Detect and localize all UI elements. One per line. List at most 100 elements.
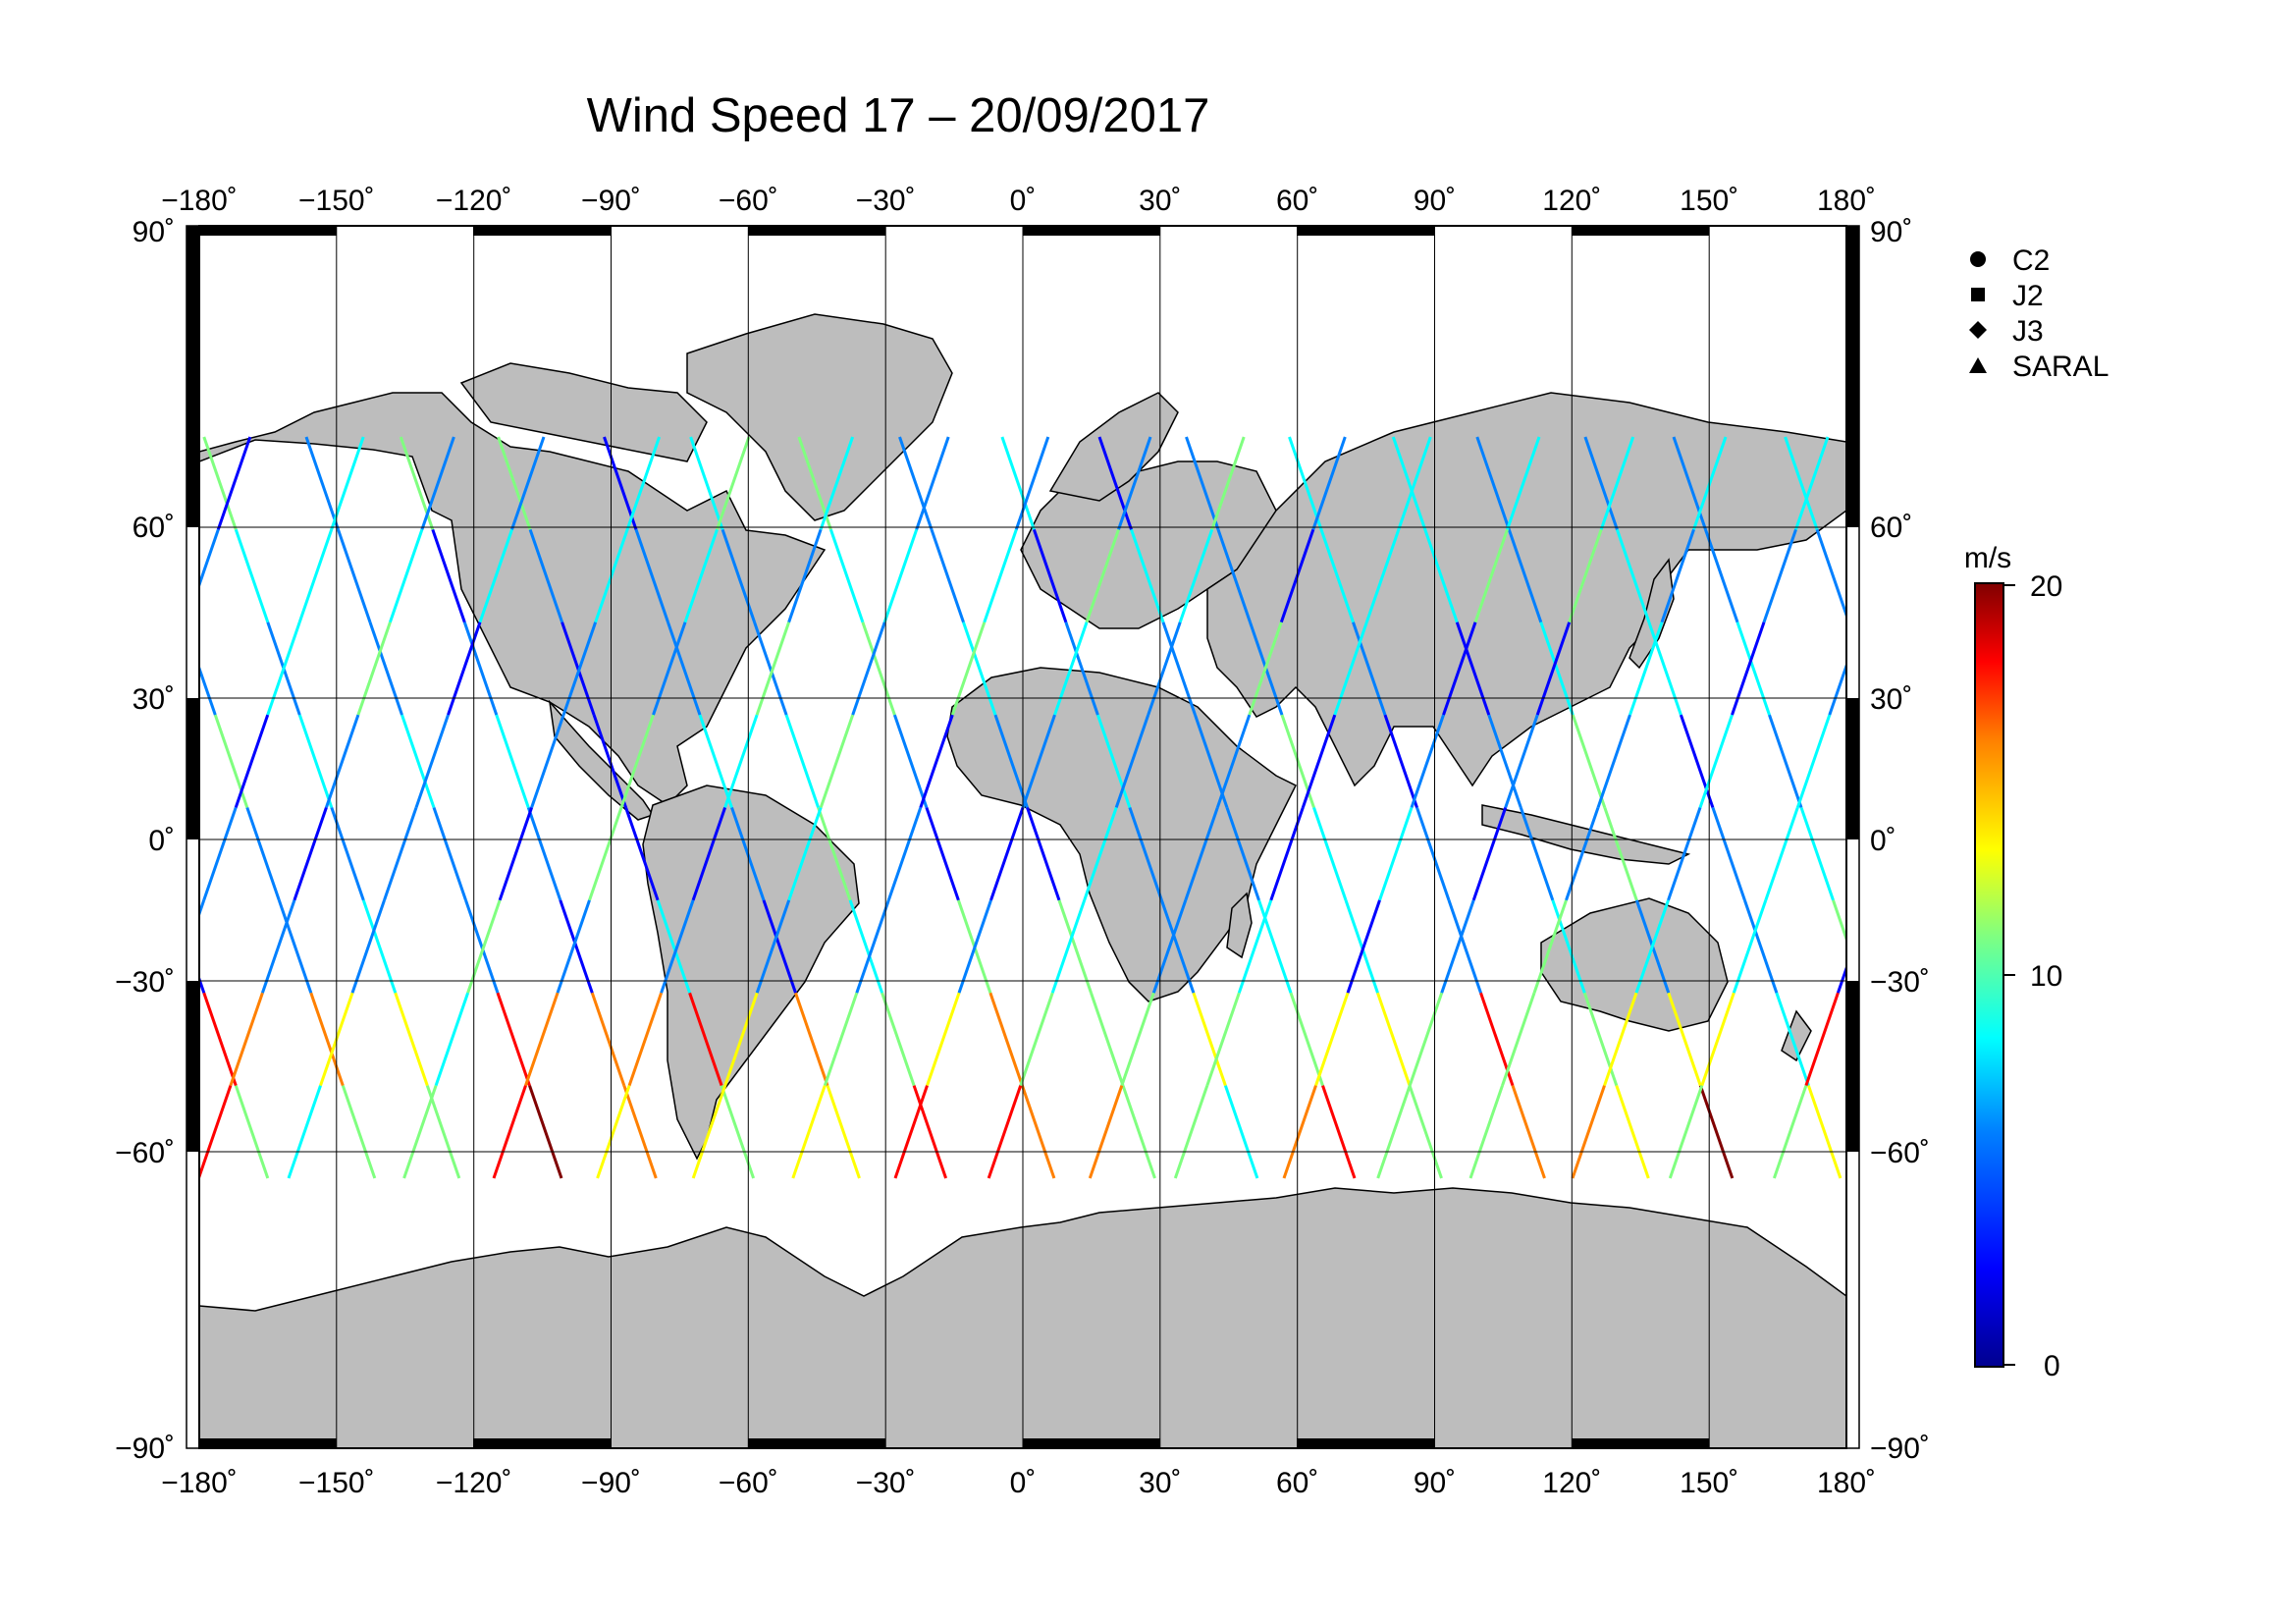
track-segment xyxy=(1539,622,1575,716)
track-segment xyxy=(1668,1085,1704,1179)
track-segment xyxy=(561,622,598,716)
lon-tick-label: 30˚ xyxy=(1139,185,1181,217)
track-segment xyxy=(634,528,669,623)
track-segment xyxy=(1301,714,1337,808)
lat-tick-label: 90˚ xyxy=(133,216,175,248)
lon-tick-label: −30˚ xyxy=(856,185,916,217)
track-segment xyxy=(1795,714,1832,808)
track-segment xyxy=(1057,899,1093,994)
track-segment xyxy=(855,899,890,994)
track-segment xyxy=(368,622,403,716)
track-segment xyxy=(689,436,724,530)
track-segment xyxy=(592,714,628,808)
track-segment xyxy=(324,714,360,808)
track-segment xyxy=(1732,899,1768,994)
track-segment xyxy=(1583,436,1619,530)
track-segment xyxy=(784,714,821,808)
track-segment xyxy=(1344,899,1379,994)
track-segment xyxy=(1288,436,1323,530)
track-segment xyxy=(1312,807,1348,901)
chart-title: Wind Speed 17 – 20/09/2017 xyxy=(586,89,1210,142)
track-segment xyxy=(1352,622,1387,716)
track-segment xyxy=(556,899,591,994)
track-segment xyxy=(691,807,727,901)
track-segment xyxy=(350,899,386,994)
track-segment xyxy=(229,992,264,1087)
madagascar-land xyxy=(1226,892,1253,959)
track-segment xyxy=(881,992,916,1087)
track-segment xyxy=(1333,622,1368,716)
track-segment xyxy=(1507,528,1543,623)
track-segment xyxy=(987,1085,1023,1179)
track-segment xyxy=(341,1085,377,1179)
lon-tick-label: 90˚ xyxy=(1414,185,1456,217)
track-segment xyxy=(1383,714,1418,808)
track-segment xyxy=(266,622,301,716)
colorbar-unit: m/s xyxy=(1964,542,2011,574)
track-segment xyxy=(1615,1085,1650,1179)
track-segment xyxy=(59,900,91,993)
track-segment xyxy=(2038,622,2070,715)
lon-tick-label: −90˚ xyxy=(581,1467,641,1499)
track-segment xyxy=(464,899,500,994)
new-zealand-land xyxy=(1781,1009,1812,1062)
track-segment xyxy=(957,899,992,994)
satellite-legend: C2 J2 J3 SARAL xyxy=(1969,244,2109,383)
track-segment xyxy=(930,528,965,623)
track-segment xyxy=(691,1085,727,1179)
track-segment xyxy=(1019,992,1054,1087)
asia-land xyxy=(1206,392,1846,787)
track-segment xyxy=(2102,808,2134,900)
track-segment xyxy=(1391,436,1427,530)
track-segment xyxy=(277,899,313,994)
track-segment xyxy=(199,528,220,590)
map-border-checker xyxy=(187,226,1859,1448)
track-segment xyxy=(1184,807,1219,901)
track-segment xyxy=(462,622,499,716)
track-segment xyxy=(530,714,565,808)
lon-tick-label: 180˚ xyxy=(1817,1467,1876,1499)
track-segment xyxy=(1915,529,1948,622)
legend-label-c2: C2 xyxy=(2012,244,2050,277)
track-segment xyxy=(1511,1085,1546,1179)
track-segment xyxy=(1698,714,1734,808)
track-segment xyxy=(652,622,687,716)
track-segment xyxy=(1410,714,1445,808)
legend-label-j3: J3 xyxy=(2012,315,2044,348)
track-segment xyxy=(1698,1085,1735,1179)
track-segment xyxy=(1947,622,1979,715)
track-segment xyxy=(962,622,997,716)
lon-tick-label: 30˚ xyxy=(1139,1467,1181,1499)
legend-label-j2: J2 xyxy=(2012,280,2044,312)
lat-tick-label: 30˚ xyxy=(133,683,175,716)
track-segment xyxy=(526,807,562,901)
track-segment xyxy=(2107,1086,2139,1178)
track-segment xyxy=(1121,1085,1156,1179)
track-segment xyxy=(1319,528,1355,623)
south-america-land xyxy=(642,784,860,1161)
track-segment xyxy=(123,715,155,807)
track-segment xyxy=(498,807,534,901)
track-segment xyxy=(1599,436,1635,530)
track-segment xyxy=(1974,437,2006,529)
track-segment xyxy=(2074,993,2107,1085)
lon-tick-label: −120˚ xyxy=(436,185,512,217)
track-segment xyxy=(1667,992,1702,1087)
track-segment xyxy=(44,529,77,622)
track-segment xyxy=(1998,437,2029,529)
lat-tick-label: −90˚ xyxy=(115,1433,175,1465)
legend-label-saral: SARAL xyxy=(2012,351,2109,383)
track-segment xyxy=(202,992,238,1087)
track-segment xyxy=(1053,622,1089,716)
track-segment xyxy=(721,528,757,623)
track-segment xyxy=(2010,808,2043,900)
track-segment xyxy=(90,808,123,900)
track-segment xyxy=(199,1085,233,1179)
lon-ticks-top: −180˚ −150˚ −120˚ −90˚ −60˚ −30˚ 0˚ 30˚ 60˚ 90˚ 12… xyxy=(161,185,1876,217)
lon-tick-label: −150˚ xyxy=(298,185,375,217)
track-segment xyxy=(1704,528,1739,623)
track-segment xyxy=(1711,807,1746,901)
track-segment xyxy=(819,714,855,808)
square-icon xyxy=(1971,288,1985,301)
track-segment xyxy=(1899,993,1932,1085)
